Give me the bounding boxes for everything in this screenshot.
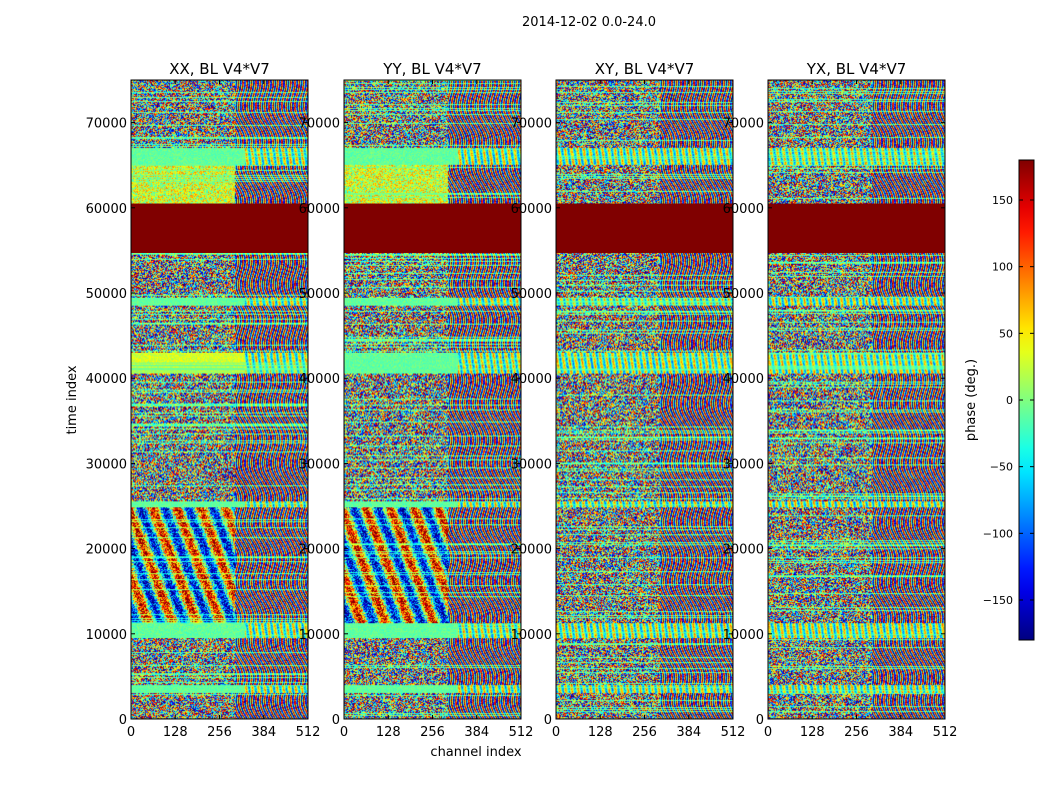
panel-title: YX, BL V4*V7 — [806, 60, 907, 78]
colorbar-tick-label: 100 — [992, 261, 1013, 274]
x-tick-label: 384 — [888, 725, 913, 740]
x-axis-label: channel index — [430, 745, 521, 760]
y-axis-label: time index — [65, 365, 80, 434]
x-tick-label: 128 — [800, 725, 825, 740]
x-tick-label: 0 — [552, 725, 560, 740]
x-tick-label: 256 — [207, 725, 232, 740]
x-tick-label: 0 — [764, 725, 772, 740]
panel-1: XX, BL V4*V7 0 128 256 384 512 0 10000 20000 3000… — [86, 60, 321, 740]
panel-3: XY, BL V4*V7 0 128 256 384 512 0 10000 20000 3000… — [511, 60, 746, 740]
phase-heatmap — [344, 80, 521, 719]
y-tick-label: 50000 — [86, 287, 127, 302]
x-tick-label: 512 — [721, 725, 746, 740]
y-tick-label: 40000 — [511, 372, 552, 387]
y-tick-label: 0 — [756, 713, 764, 728]
x-tick-label: 512 — [296, 725, 321, 740]
y-tick-label: 20000 — [86, 543, 127, 558]
y-tick-label: 40000 — [86, 372, 127, 387]
y-tick-label: 20000 — [511, 543, 552, 558]
y-tick-label: 60000 — [299, 202, 340, 217]
phase-heatmap — [556, 80, 733, 719]
y-tick-label: 40000 — [299, 372, 340, 387]
colorbar-tick-label: −50 — [990, 461, 1013, 474]
panels: XX, BL V4*V7 0 128 256 384 512 0 10000 20000 3000… — [86, 60, 958, 740]
x-tick-label: 256 — [420, 725, 445, 740]
x-tick-label: 256 — [844, 725, 869, 740]
colorbar-tick-label: 150 — [992, 194, 1013, 207]
y-tick-label: 60000 — [511, 202, 552, 217]
y-tick-label: 30000 — [723, 457, 764, 472]
x-tick-label: 384 — [676, 725, 701, 740]
y-tick-label: 10000 — [86, 628, 127, 643]
colorbar-tick-label: −150 — [983, 594, 1013, 607]
y-tick-label: 0 — [544, 713, 552, 728]
y-tick-label: 10000 — [723, 628, 764, 643]
y-tick-label: 60000 — [86, 202, 127, 217]
x-tick-label: 384 — [251, 725, 276, 740]
y-tick-label: 70000 — [511, 117, 552, 132]
y-tick-label: 70000 — [723, 117, 764, 132]
y-tick-label: 50000 — [511, 287, 552, 302]
phase-heatmap — [768, 80, 945, 719]
panel-title: YY, BL V4*V7 — [382, 60, 481, 78]
x-tick-label: 0 — [127, 725, 135, 740]
y-tick-label: 0 — [332, 713, 340, 728]
y-tick-label: 10000 — [299, 628, 340, 643]
colorbar-tick-label: −100 — [983, 527, 1013, 540]
saturated-band — [344, 203, 521, 253]
colorbar-label: phase (deg.) — [964, 359, 979, 441]
figure-title: 2014-12-02 0.0-24.0 — [522, 15, 656, 30]
x-tick-label: 512 — [509, 725, 534, 740]
y-tick-label: 60000 — [723, 202, 764, 217]
saturated-band — [768, 203, 945, 253]
y-tick-label: 30000 — [86, 457, 127, 472]
y-tick-label: 20000 — [723, 543, 764, 558]
y-tick-label: 30000 — [299, 457, 340, 472]
y-tick-label: 0 — [119, 713, 127, 728]
panel-title: XY, BL V4*V7 — [595, 60, 695, 78]
x-tick-label: 384 — [464, 725, 489, 740]
y-tick-label: 10000 — [511, 628, 552, 643]
phase-heatmap — [131, 80, 308, 719]
x-tick-label: 128 — [588, 725, 613, 740]
colorbar-tick-label: 0 — [1006, 394, 1013, 407]
panel-2: YY, BL V4*V7 0 128 256 384 512 0 10000 20000 3000… — [299, 60, 534, 740]
colorbar: −150 −100 −50 0 50 100 150 — [983, 159, 1035, 641]
x-tick-label: 512 — [933, 725, 958, 740]
x-tick-label: 128 — [376, 725, 401, 740]
y-tick-label: 50000 — [723, 287, 764, 302]
panel-title: XX, BL V4*V7 — [169, 60, 270, 78]
saturated-band — [556, 203, 733, 253]
y-tick-label: 40000 — [723, 372, 764, 387]
y-tick-label: 20000 — [299, 543, 340, 558]
colorbar-tick-label: 50 — [999, 327, 1013, 340]
x-tick-label: 256 — [632, 725, 657, 740]
saturated-band — [131, 203, 308, 253]
y-tick-label: 50000 — [299, 287, 340, 302]
y-tick-label: 70000 — [299, 117, 340, 132]
panel-4: YX, BL V4*V7 0 128 256 384 512 0 10000 20000 3000… — [723, 60, 958, 740]
x-tick-label: 128 — [163, 725, 188, 740]
y-tick-label: 30000 — [511, 457, 552, 472]
x-tick-label: 0 — [340, 725, 348, 740]
y-tick-label: 70000 — [86, 117, 127, 132]
